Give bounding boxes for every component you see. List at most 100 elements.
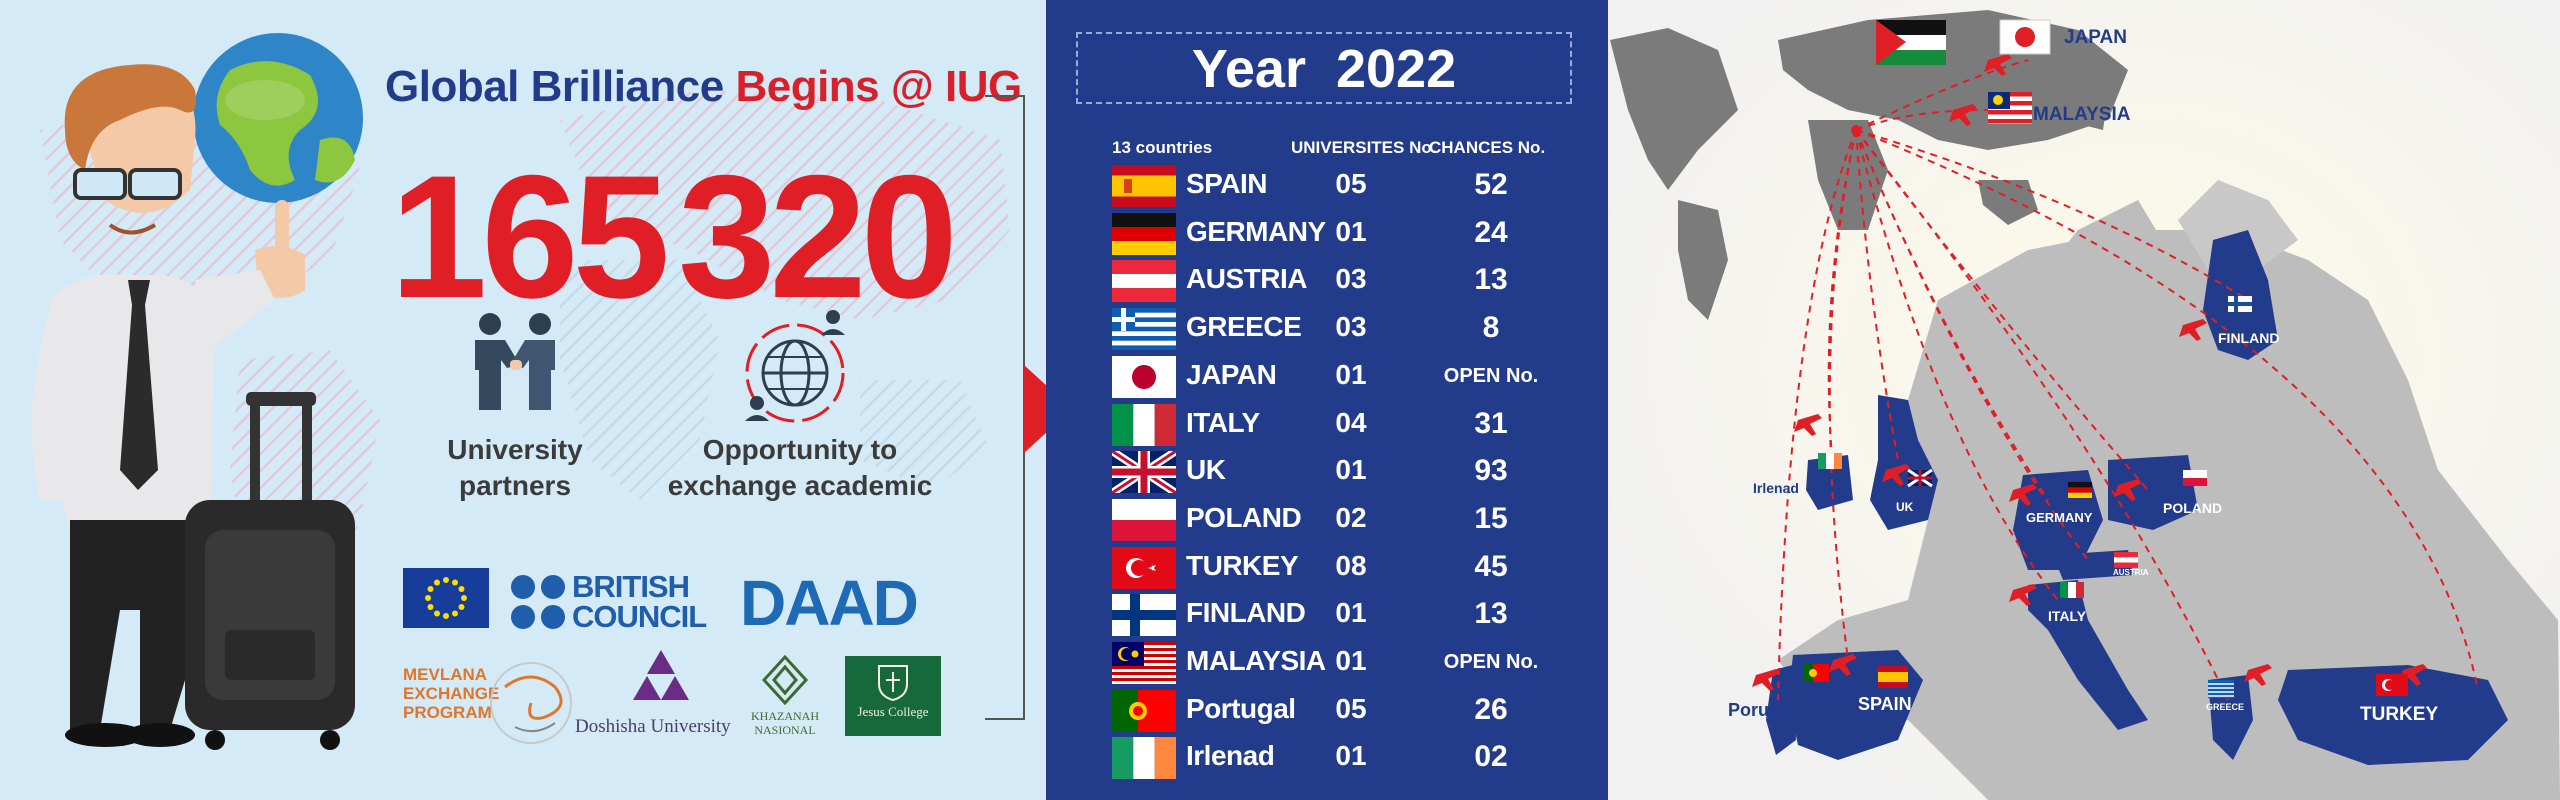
universities-count: 05 [1335,692,1367,724]
universities-count: 01 [1335,740,1367,772]
turkey-map-flag-icon [2376,674,2408,696]
stat1-label-line2: partners [458,470,572,501]
map-label-spain: SPAIN [1858,694,1912,714]
chances-count: OPEN No. [1443,651,1539,673]
map-label-japan: JAPAN [2064,27,2127,48]
table-row: ITALY 04 31 [1046,402,1608,448]
eu-flag-logo [403,568,489,628]
chances-count: 15 [1474,501,1508,535]
universities-count: 05 [1335,168,1367,199]
jesus-college-shield-icon [878,665,908,702]
universities-count: 01 [1335,358,1367,390]
table-row: GREECE 03 8 [1046,306,1608,352]
spain-flag-icon [1112,165,1176,207]
italy-flag-icon [1112,403,1176,446]
map-label-italy: ITALY [2048,608,2087,624]
portugal-map-flag-icon [1803,664,1829,682]
germany-flag-icon [1112,212,1176,255]
header-chances: CHANCES No. [1429,138,1546,157]
khazanah-nasional-logo: KHAZANAH NASIONAL [740,655,830,745]
map-label-malaysia: MALAYSIA [2033,104,2131,125]
poland-map-flag-icon [2183,470,2207,486]
uk-flag-icon [1112,451,1176,494]
chances-count: 93 [1474,454,1508,488]
map-label-irlenad: Irlenad [1753,480,1799,496]
ireland-flag-icon [1112,737,1176,780]
table-row: TURKEY 08 45 [1046,545,1608,591]
country-name: TURKEY [1186,549,1299,581]
table-row: POLAND 02 15 [1046,497,1608,543]
country-name: Irlenad [1186,740,1275,772]
chances-count: 02 [1474,740,1508,774]
british-council-line1: BRITISH [572,569,690,604]
chances-count: 13 [1474,263,1508,297]
malaysia-flag-icon [1988,92,2032,124]
chances-count: 24 [1474,215,1508,249]
universities-count: 01 [1335,454,1367,486]
british-council-line2: COUNCIL [572,599,707,634]
mevlana-line3: PROGRAM [403,703,492,722]
universities-count: 03 [1335,311,1367,343]
stat2-label-line2: exchange academic [667,470,933,501]
country-name: JAPAN [1186,358,1277,390]
country-name: Portugal [1186,692,1296,724]
country-name: UK [1186,454,1226,486]
header-countries: 13 countries [1112,138,1213,157]
bracket-divider [985,95,1025,720]
stat-university-partners-label: University partners [420,432,610,504]
table-row: JAPAN 01 OPEN No. [1046,354,1608,400]
table-row: UK 01 93 [1046,449,1608,495]
stat-exchange-opportunities-label: Opportunity to exchange academic [655,432,945,504]
italy-map-flag-icon [2060,582,2084,598]
country-name: AUSTRIA [1186,263,1307,295]
japan-flag-icon [1112,355,1176,398]
doshisha-triangles-icon [633,650,689,700]
handshake-icon [475,313,555,410]
germany-map-flag-icon [2068,482,2092,498]
header-universities: UNIVERSITES No. [1291,138,1437,157]
map-label-austria: AUSTRIA [2113,568,2149,577]
country-name: GREECE [1186,311,1302,343]
universities-count: 01 [1335,645,1367,676]
universities-count: 08 [1335,549,1367,581]
chances-count: 52 [1474,168,1508,201]
british-council-dots-icon [511,575,565,629]
country-name: ITALY [1186,406,1260,438]
map-label-greece: GREECE [2206,702,2245,712]
mevlana-swirl-icon [490,662,572,744]
british-council-logo: BRITISH COUNCIL [510,568,710,634]
universities-count: 03 [1335,263,1367,295]
headline-part1: Global Brilliance [385,62,724,111]
country-name: POLAND [1186,501,1302,533]
europe-map [1608,0,2560,800]
destinations-map-panel: JAPAN MALAYSIA FINLAND Irlenad UK GERMAN… [1608,0,2560,800]
mevlana-line1: MEVLANA [403,665,488,684]
chances-count: 45 [1474,549,1508,583]
doshisha-university-logo: Doshisha University [575,650,745,745]
headline-part2: Begins @ IUG [735,62,1022,111]
stat1-label-line1: University [447,434,583,465]
greece-flag-icon [1112,308,1176,351]
uk-map-flag-icon [1907,468,1933,488]
universities-count: 02 [1335,501,1367,533]
table-row: MALAYSIA 01 OPEN No. [1046,640,1608,686]
year-banner: Year 2022 [1076,32,1572,104]
map-label-porugal: Porugal [1728,700,1796,720]
map-label-poland: POLAND [2163,500,2223,516]
chances-count: 8 [1482,311,1500,345]
malaysia-flag-icon [1112,642,1176,684]
chances-count: 26 [1474,692,1508,726]
stat-exchange-opportunities-value: 320 [678,140,958,335]
year-title: Year 2022 [1191,39,1457,99]
japan-flag-icon [1999,19,2051,55]
map-label-turkey: TURKEY [2360,704,2439,725]
map-label-finland: FINLAND [2218,330,2280,346]
greece-map-flag-icon [2208,680,2234,698]
mevlana-logo: MEVLANA EXCHANGE PROGRAM [403,662,575,747]
table-row: Irlenad 01 02 [1046,735,1608,781]
table-row: AUSTRIA 03 13 [1046,258,1608,304]
countries-table-panel: Year 2022 13 countries UNIVERSITES No. C… [1046,0,1608,800]
promo-panel: Global Brilliance Begins @ IUG 165 320 U… [0,0,1046,800]
traveler-illustration [32,33,363,750]
austria-map-flag-icon [2114,552,2138,568]
